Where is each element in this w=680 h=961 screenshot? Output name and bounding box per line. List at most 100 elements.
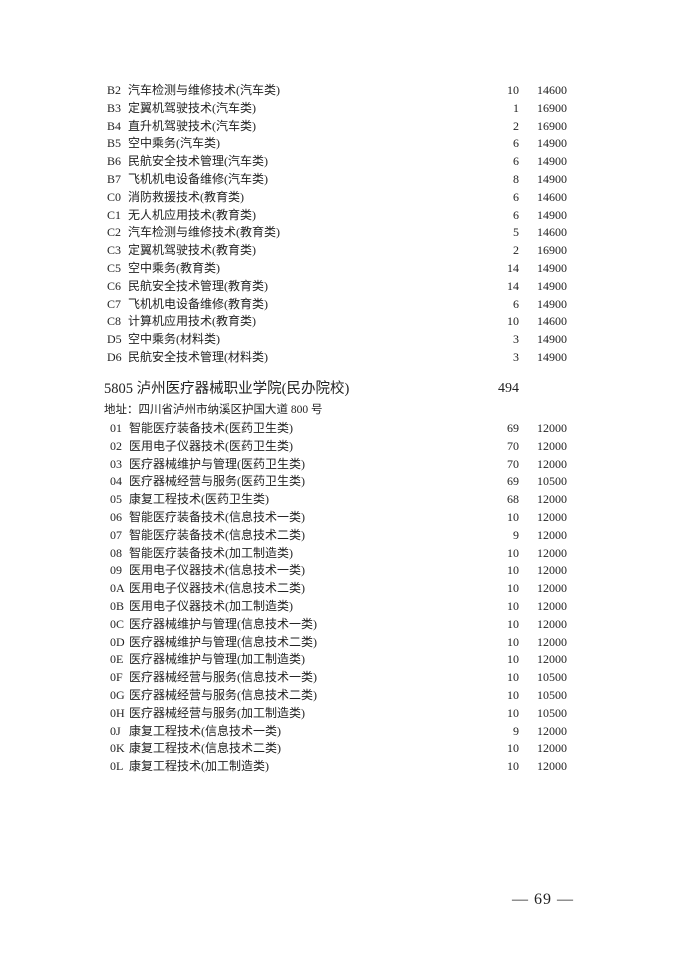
program-count: 10 xyxy=(507,581,519,596)
program-name: 定翼机驾驶技术(教育类) xyxy=(128,243,256,258)
program-name: 医疗器械经营与服务(信息技术一类) xyxy=(129,670,317,685)
table-row: C0 消防救援技术(教育类) 6 14600 xyxy=(107,189,567,207)
program-fee: 10500 xyxy=(537,687,567,702)
table-row: 0J 康复工程技术(信息技术一类) 9 12000 xyxy=(107,723,567,741)
program-fee: 14900 xyxy=(537,278,567,293)
program-fee: 14600 xyxy=(537,189,567,204)
program-name: 民航安全技术管理(教育类) xyxy=(128,278,268,293)
table-row: 0L 康复工程技术(加工制造类) 10 12000 xyxy=(107,758,567,776)
table-row: 03 医疗器械维护与管理(医药卫生类) 70 12000 xyxy=(107,456,567,474)
program-fee: 12000 xyxy=(537,598,567,613)
program-fee: 12000 xyxy=(537,492,567,507)
program-fee: 10500 xyxy=(537,670,567,685)
program-count: 10 xyxy=(507,83,519,97)
program-code: D6 xyxy=(107,349,122,364)
program-name: 医疗器械经营与服务(医药卫生类) xyxy=(129,474,305,489)
program-fee: 12000 xyxy=(537,563,567,578)
program-fee: 12000 xyxy=(537,438,567,453)
program-code: 06 xyxy=(110,509,122,524)
table-row: B7 飞机机电设备维修(汽车类) 8 14900 xyxy=(107,171,567,189)
program-code: B2 xyxy=(107,83,122,97)
program-code: C5 xyxy=(107,260,122,275)
program-name: 空中乘务(汽车类) xyxy=(128,136,220,151)
program-code: 01 xyxy=(110,421,122,435)
program-fee: 16900 xyxy=(537,100,567,115)
program-code: C6 xyxy=(107,278,122,293)
program-count: 10 xyxy=(507,545,519,560)
program-name: 空中乘务(材料类) xyxy=(128,332,220,347)
program-count: 10 xyxy=(507,705,519,720)
program-count: 9 xyxy=(513,527,519,542)
program-fee: 14900 xyxy=(537,136,567,151)
table-row: C7 飞机机电设备维修(教育类) 6 14900 xyxy=(107,296,567,314)
program-count: 10 xyxy=(507,741,519,756)
program-fee: 16900 xyxy=(537,243,567,258)
table-row: 08 智能医疗装备技术(加工制造类) 10 12000 xyxy=(107,545,567,563)
program-name: 康复工程技术(加工制造类) xyxy=(129,759,269,774)
program-name: 空中乘务(教育类) xyxy=(128,260,220,275)
program-code: 0G xyxy=(110,687,125,702)
program-fee: 12000 xyxy=(537,759,567,774)
program-code: 0E xyxy=(110,652,124,667)
program-fee: 14600 xyxy=(537,225,567,240)
program-fee: 12000 xyxy=(537,545,567,560)
program-fee: 14600 xyxy=(537,83,567,97)
program-name: 医用电子仪器技术(医药卫生类) xyxy=(129,438,293,453)
program-fee: 16900 xyxy=(537,118,567,133)
program-name: 智能医疗装备技术(加工制造类) xyxy=(129,545,293,560)
table-row: 0E 医疗器械维护与管理(加工制造类) 10 12000 xyxy=(107,651,567,669)
program-name: 康复工程技术(信息技术一类) xyxy=(129,723,281,738)
program-name: 飞机机电设备维修(汽车类) xyxy=(128,171,268,186)
program-fee: 12000 xyxy=(537,581,567,596)
institution-program-list: 01 智能医疗装备技术(医药卫生类) 69 12000 02 医用电子仪器技术(医药卫生类… xyxy=(107,420,567,776)
program-code: C3 xyxy=(107,243,122,258)
table-row: 0C 医疗器械维护与管理(信息技术一类) 10 12000 xyxy=(107,616,567,634)
program-count: 2 xyxy=(513,243,519,258)
program-code: 0C xyxy=(110,616,125,631)
program-code: 09 xyxy=(110,563,122,578)
program-name: 直升机驾驶技术(汽车类) xyxy=(128,118,256,133)
program-code: C0 xyxy=(107,189,122,204)
program-code: 0K xyxy=(110,741,125,756)
table-row: 0K 康复工程技术(信息技术二类) 10 12000 xyxy=(107,740,567,758)
table-row: C1 无人机应用技术(教育类) 6 14900 xyxy=(107,207,567,225)
program-count: 14 xyxy=(507,278,519,293)
page-number: — 69 — xyxy=(512,891,574,908)
program-count: 10 xyxy=(507,687,519,702)
table-row: 0A 医用电子仪器技术(信息技术二类) 10 12000 xyxy=(107,580,567,598)
program-name: 民航安全技术管理(材料类) xyxy=(128,349,268,364)
program-fee: 14900 xyxy=(537,154,567,169)
table-row: 01 智能医疗装备技术(医药卫生类) 69 12000 xyxy=(107,420,567,438)
program-count: 10 xyxy=(507,616,519,631)
program-count: 8 xyxy=(513,171,519,186)
program-name: 医疗器械维护与管理(信息技术二类) xyxy=(129,634,317,649)
program-name: 消防救援技术(教育类) xyxy=(128,189,244,204)
program-code: B5 xyxy=(107,136,122,151)
program-count: 6 xyxy=(513,154,519,169)
program-name: 汽车检测与维修技术(汽车类) xyxy=(128,83,280,97)
program-name: 医用电子仪器技术(加工制造类) xyxy=(129,598,293,613)
program-count: 6 xyxy=(513,207,519,222)
program-code: C1 xyxy=(107,207,122,222)
program-code: 0H xyxy=(110,705,125,720)
program-name: 汽车检测与维修技术(教育类) xyxy=(128,225,280,240)
program-code: 0L xyxy=(110,759,124,774)
table-row: 0G 医疗器械经营与服务(信息技术二类) 10 10500 xyxy=(107,687,567,705)
program-code: 08 xyxy=(110,545,122,560)
table-row: B4 直升机驾驶技术(汽车类) 2 16900 xyxy=(107,118,567,136)
program-count: 70 xyxy=(507,438,519,453)
table-row: B6 民航安全技术管理(汽车类) 6 14900 xyxy=(107,153,567,171)
program-count: 10 xyxy=(507,652,519,667)
program-fee: 12000 xyxy=(537,509,567,524)
program-count: 14 xyxy=(507,260,519,275)
program-fee: 12000 xyxy=(537,723,567,738)
program-code: 0J xyxy=(110,723,121,738)
program-count: 5 xyxy=(513,225,519,240)
table-row: 0D 医疗器械维护与管理(信息技术二类) 10 12000 xyxy=(107,634,567,652)
program-fee: 14600 xyxy=(537,314,567,329)
program-fee: 10500 xyxy=(537,705,567,720)
table-row: 0H 医疗器械经营与服务(加工制造类) 10 10500 xyxy=(107,705,567,723)
program-count: 69 xyxy=(507,474,519,489)
program-count: 10 xyxy=(507,759,519,774)
program-name: 医疗器械维护与管理(信息技术一类) xyxy=(129,616,317,631)
